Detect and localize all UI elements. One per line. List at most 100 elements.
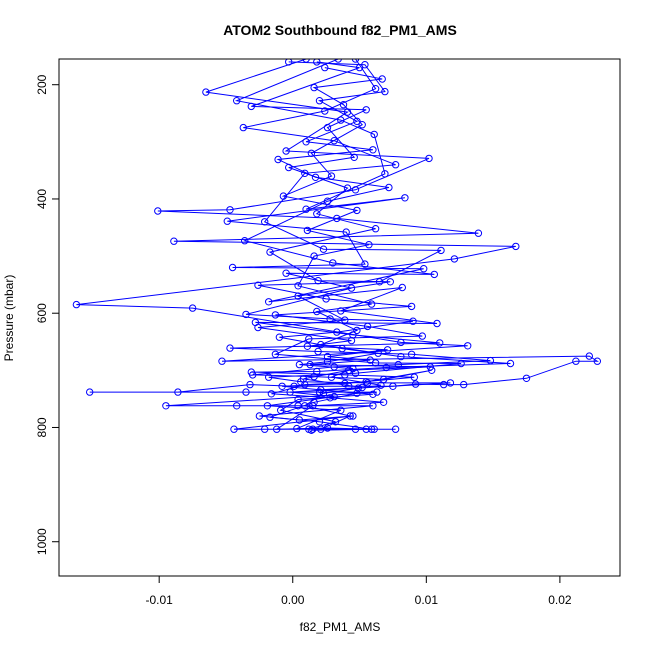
x-tick-label: 0.00: [281, 593, 305, 607]
data-point: [275, 333, 284, 341]
data-point: [261, 425, 269, 433]
data-point: [323, 123, 332, 132]
data-point: [333, 328, 341, 336]
data-point: [188, 304, 197, 312]
data-point: [302, 205, 310, 213]
data-point: [170, 237, 178, 245]
data-point: [327, 172, 336, 180]
data-point: [314, 277, 322, 285]
y-tick-label: 1000: [35, 528, 49, 555]
x-tick-label: 0.01: [415, 593, 439, 607]
data-point: [306, 360, 314, 369]
data-point: [327, 373, 336, 381]
data-point: [474, 229, 483, 237]
data-point: [265, 298, 273, 306]
data-point: [314, 347, 322, 356]
data-point: [585, 352, 593, 360]
data-point: [425, 154, 433, 163]
data-point: [279, 192, 288, 200]
data-point: [371, 85, 380, 93]
series-line-6: [281, 67, 383, 430]
data-point: [410, 373, 418, 381]
data-point: [593, 357, 601, 365]
x-tick-label: 0.02: [548, 593, 572, 607]
data-point: [391, 425, 400, 433]
data-point: [369, 390, 377, 398]
data-point: [72, 300, 81, 309]
data-point: [353, 206, 361, 215]
series-line-5: [251, 61, 431, 430]
data-point: [367, 425, 376, 433]
data-point: [446, 379, 455, 387]
data-point: [323, 352, 332, 361]
data-point: [255, 412, 264, 420]
data-point: [301, 402, 309, 410]
plot-content: [72, 59, 601, 434]
data-point: [305, 425, 313, 433]
data-point: [261, 218, 269, 226]
data-point: [366, 356, 374, 364]
data-point: [273, 425, 281, 433]
data-point: [202, 88, 210, 96]
y-tick-label: 800: [35, 417, 49, 437]
data-point: [378, 75, 386, 83]
data-point: [433, 319, 441, 328]
data-point: [374, 349, 382, 357]
data-point: [286, 388, 294, 396]
data-point: [302, 138, 310, 146]
data-point: [154, 207, 162, 215]
data-point: [174, 388, 182, 396]
data-point: [278, 382, 286, 390]
data-point: [506, 359, 515, 368]
data-point: [247, 102, 256, 111]
data-point: [341, 379, 349, 388]
data-point: [223, 217, 232, 225]
data-point: [347, 336, 356, 345]
data-point: [295, 360, 304, 369]
series-line-1: [76, 59, 600, 430]
data-point: [386, 278, 394, 286]
data-point: [254, 281, 262, 289]
data-point: [263, 402, 272, 410]
data-point: [162, 402, 170, 410]
data-point: [274, 155, 282, 164]
data-point: [343, 184, 352, 192]
data-point: [313, 307, 321, 316]
data-point: [311, 173, 320, 182]
x-tick-label: -0.01: [145, 593, 173, 607]
data-point: [239, 123, 248, 132]
data-point: [426, 363, 434, 371]
data-point: [373, 388, 381, 396]
data-point: [349, 364, 357, 373]
data-point: [265, 373, 273, 381]
data-point: [382, 363, 390, 372]
data-point: [321, 107, 329, 115]
data-point: [440, 380, 448, 389]
data-point: [351, 59, 360, 63]
data-point: [282, 147, 290, 155]
data-point: [377, 381, 385, 389]
data-point: [310, 83, 318, 92]
data-point: [277, 406, 285, 414]
data-point: [436, 339, 444, 347]
data-point: [460, 380, 468, 389]
data-point: [401, 194, 409, 202]
data-point: [437, 246, 445, 255]
data-point: [367, 300, 376, 308]
data-point: [228, 263, 237, 272]
data-point: [409, 317, 417, 325]
data-point: [230, 425, 238, 433]
data-point: [294, 292, 302, 300]
data-point: [321, 63, 329, 72]
data-point: [420, 265, 428, 273]
data-point: [313, 210, 321, 218]
data-point: [247, 368, 256, 376]
y-tick-label: 400: [35, 189, 49, 209]
data-point: [293, 424, 301, 433]
data-point: [398, 283, 406, 292]
data-point: [282, 269, 290, 277]
data-point: [285, 163, 293, 172]
data-point: [322, 295, 330, 303]
data-point: [266, 248, 274, 256]
series-line-4: [243, 61, 511, 431]
